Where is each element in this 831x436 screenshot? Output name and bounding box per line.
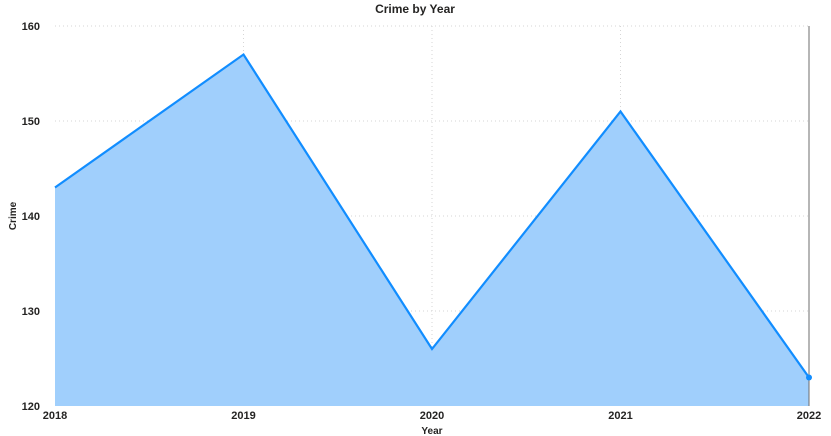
x-axis-title: Year <box>421 426 442 436</box>
y-tick-label: 120 <box>22 401 40 413</box>
x-tick-label: 2022 <box>797 410 821 422</box>
y-tick-label: 130 <box>22 306 40 318</box>
x-tick-label: 2021 <box>608 410 632 422</box>
y-tick-label: 150 <box>22 116 40 128</box>
x-axis: 2018 2019 2020 2021 2022 <box>43 410 821 422</box>
y-axis-title: Crime <box>8 201 19 230</box>
chart-title: Crime by Year <box>375 2 455 16</box>
plot-area <box>54 26 812 406</box>
data-point[interactable] <box>806 374 812 381</box>
x-tick-label: 2019 <box>231 410 255 422</box>
area-fill <box>55 54 809 406</box>
x-tick-label: 2020 <box>420 410 444 422</box>
series-line <box>54 52 810 379</box>
y-tick-label: 160 <box>22 21 40 33</box>
x-tick-label: 2018 <box>43 410 67 422</box>
y-axis: 120 130 140 150 160 <box>22 21 40 413</box>
y-tick-label: 140 <box>22 211 40 223</box>
